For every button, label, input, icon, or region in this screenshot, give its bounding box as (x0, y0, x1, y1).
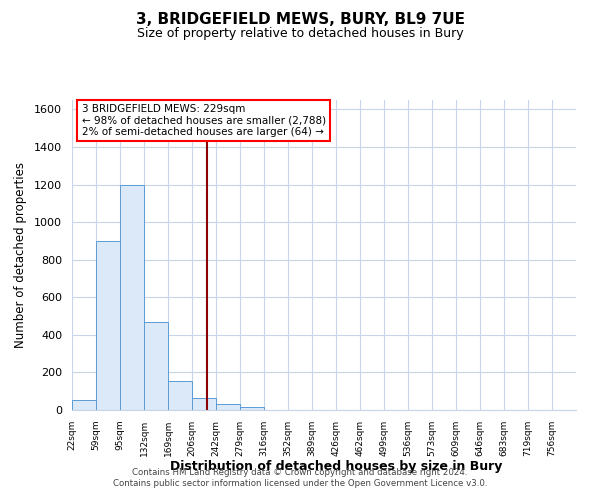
Text: 3, BRIDGEFIELD MEWS, BURY, BL9 7UE: 3, BRIDGEFIELD MEWS, BURY, BL9 7UE (136, 12, 464, 28)
Bar (192, 398, 216, 410)
Bar (144, 322, 168, 410)
Bar (72, 400, 96, 410)
Text: Distribution of detached houses by size in Bury: Distribution of detached houses by size … (170, 460, 502, 473)
Bar (120, 184, 144, 410)
Text: Contains HM Land Registry data © Crown copyright and database right 2024.
Contai: Contains HM Land Registry data © Crown c… (113, 468, 487, 487)
Text: Size of property relative to detached houses in Bury: Size of property relative to detached ho… (137, 28, 463, 40)
Bar (168, 381, 192, 410)
Bar (96, 241, 120, 410)
Text: 3 BRIDGEFIELD MEWS: 229sqm
← 98% of detached houses are smaller (2,788)
2% of se: 3 BRIDGEFIELD MEWS: 229sqm ← 98% of deta… (82, 104, 326, 138)
Bar (240, 407, 264, 410)
Y-axis label: Number of detached properties: Number of detached properties (14, 162, 27, 348)
Bar (216, 404, 240, 410)
